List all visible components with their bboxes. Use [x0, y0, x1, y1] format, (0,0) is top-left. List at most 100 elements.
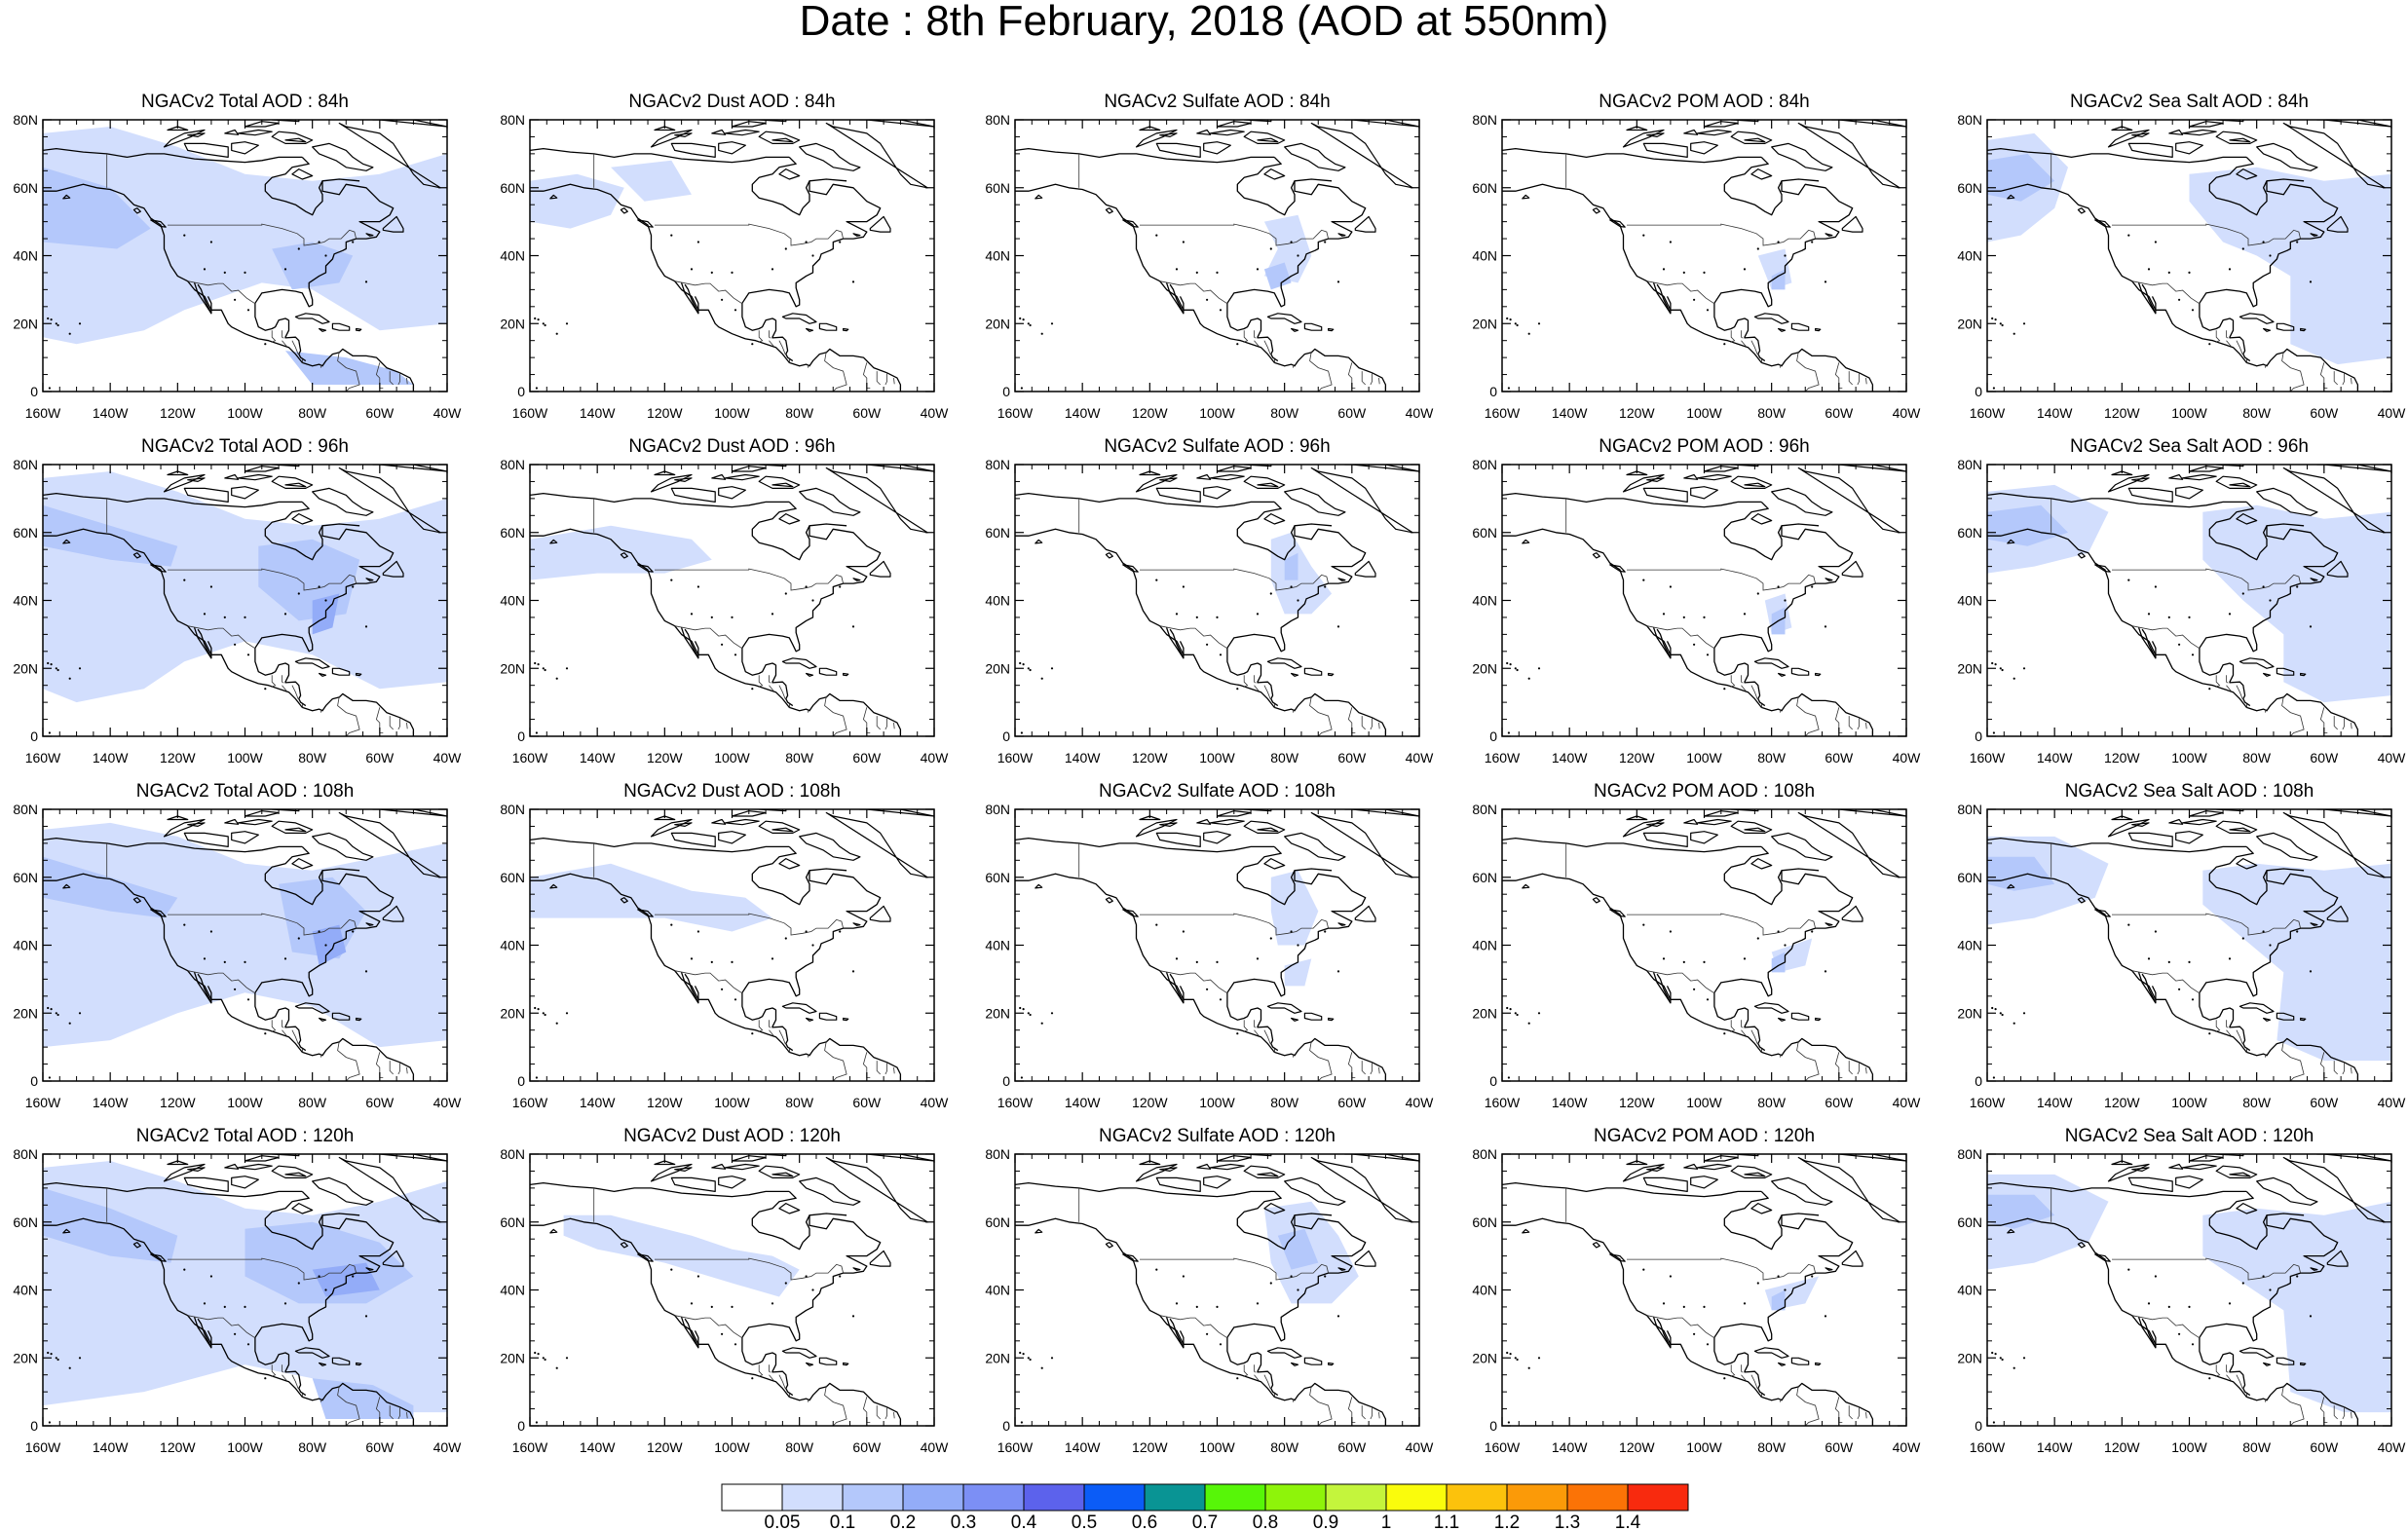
coastline — [680, 972, 699, 1004]
coastline — [1165, 282, 1185, 315]
map-content — [1015, 1154, 1419, 1426]
island-dot — [264, 343, 267, 346]
map-content — [1502, 465, 1906, 736]
country-border — [1750, 1374, 1758, 1389]
lat-tick-label: 0 — [517, 1073, 525, 1089]
country-border — [2264, 1053, 2267, 1058]
lat-tick-label: 80N — [500, 802, 525, 817]
coastline — [197, 1318, 212, 1349]
lon-tick-label: 60W — [852, 750, 882, 766]
lon-tick-label: 80W — [298, 1439, 327, 1455]
coastline — [751, 845, 804, 906]
island-dot — [1669, 585, 1672, 588]
country-border — [2264, 363, 2267, 368]
island — [1257, 137, 1279, 143]
coastline — [1987, 492, 2247, 508]
island-dot — [1991, 661, 1994, 665]
island-dot — [1662, 613, 1666, 616]
island-dot — [364, 625, 368, 628]
island-dot — [1029, 668, 1032, 672]
coastline — [680, 627, 699, 659]
island — [818, 322, 838, 331]
island — [781, 1002, 817, 1014]
country-border — [2319, 1052, 2328, 1078]
lon-tick-label: 40W — [2378, 1095, 2407, 1110]
lon-tick-label: 140W — [1065, 405, 1101, 421]
coastline — [193, 1317, 212, 1349]
island — [1683, 129, 1699, 135]
island-dot — [50, 318, 53, 321]
coastline — [751, 1190, 804, 1251]
island-dot — [324, 599, 327, 602]
country-border — [1646, 1315, 1714, 1338]
map-background — [530, 120, 934, 392]
island-dot — [209, 930, 212, 933]
coastline — [1257, 1009, 1279, 1052]
coastline — [530, 492, 790, 508]
island-dot — [352, 241, 355, 243]
lat-tick-label: 20N — [1472, 316, 1497, 331]
coastline — [1502, 147, 1762, 164]
coastline — [2259, 870, 2268, 899]
lat-tick-label: 40N — [13, 1283, 38, 1298]
lat-tick-label: 80N — [500, 112, 525, 128]
lat-tick-label: 20N — [1957, 1005, 1982, 1021]
lon-tick-label: 160W — [1970, 405, 2006, 421]
island — [725, 473, 760, 481]
coastline — [2137, 282, 2157, 315]
island — [1771, 142, 1833, 171]
island — [312, 142, 374, 171]
coastline — [1502, 873, 1874, 1081]
island — [2077, 1242, 2086, 1249]
island — [163, 1163, 206, 1182]
island — [167, 1160, 189, 1166]
lon-tick-label: 160W — [1970, 1439, 2006, 1455]
island-dot — [2191, 653, 2195, 656]
island — [1243, 1154, 1272, 1157]
island-dot — [1669, 1275, 1672, 1278]
island-dot — [324, 944, 327, 947]
lat-tick-label: 20N — [1957, 316, 1982, 331]
map-content — [1502, 1154, 1906, 1426]
island-dot — [1516, 323, 1519, 327]
lon-tick-label: 60W — [365, 405, 395, 421]
island-dot — [2208, 1032, 2211, 1035]
country-border — [807, 708, 809, 713]
country-border — [1370, 717, 1373, 730]
island-dot — [690, 957, 694, 960]
country-border — [788, 1393, 791, 1399]
country-border — [758, 675, 764, 688]
island — [549, 539, 558, 544]
island — [650, 129, 693, 148]
island — [2111, 126, 2133, 131]
island — [2111, 1160, 2133, 1166]
country-border — [1741, 1029, 1748, 1037]
island-dot — [1703, 271, 1706, 274]
country-border — [1741, 685, 1748, 692]
country-border — [2342, 1406, 2346, 1420]
country-border — [674, 625, 742, 649]
island — [852, 578, 861, 581]
country-border — [1741, 1364, 1744, 1373]
country-border — [1370, 1062, 1373, 1075]
island — [1815, 1017, 1822, 1022]
lat-tick-label: 80N — [985, 457, 1010, 472]
island-dot — [1991, 1006, 1994, 1010]
country-border — [187, 280, 255, 304]
island — [549, 194, 558, 200]
country-border — [282, 1374, 288, 1382]
island-dot — [1219, 1343, 1223, 1346]
island-dot — [318, 585, 320, 588]
country-border — [778, 1029, 786, 1044]
lon-tick-label: 80W — [785, 405, 814, 421]
lat-tick-label: 60N — [1472, 180, 1497, 196]
island — [2182, 818, 2217, 826]
island — [2182, 1163, 2217, 1171]
island-dot — [1336, 970, 1340, 973]
aod-shading — [2202, 1201, 2391, 1413]
country-border — [406, 723, 408, 729]
country-border — [2226, 340, 2233, 348]
map-panel-pom-84h: NGACv2 POM AOD : 84h 80N 60N 40N 20N 0 160W 140… — [1459, 93, 1923, 429]
island — [670, 832, 716, 848]
lon-tick-label: 80W — [1270, 405, 1299, 421]
